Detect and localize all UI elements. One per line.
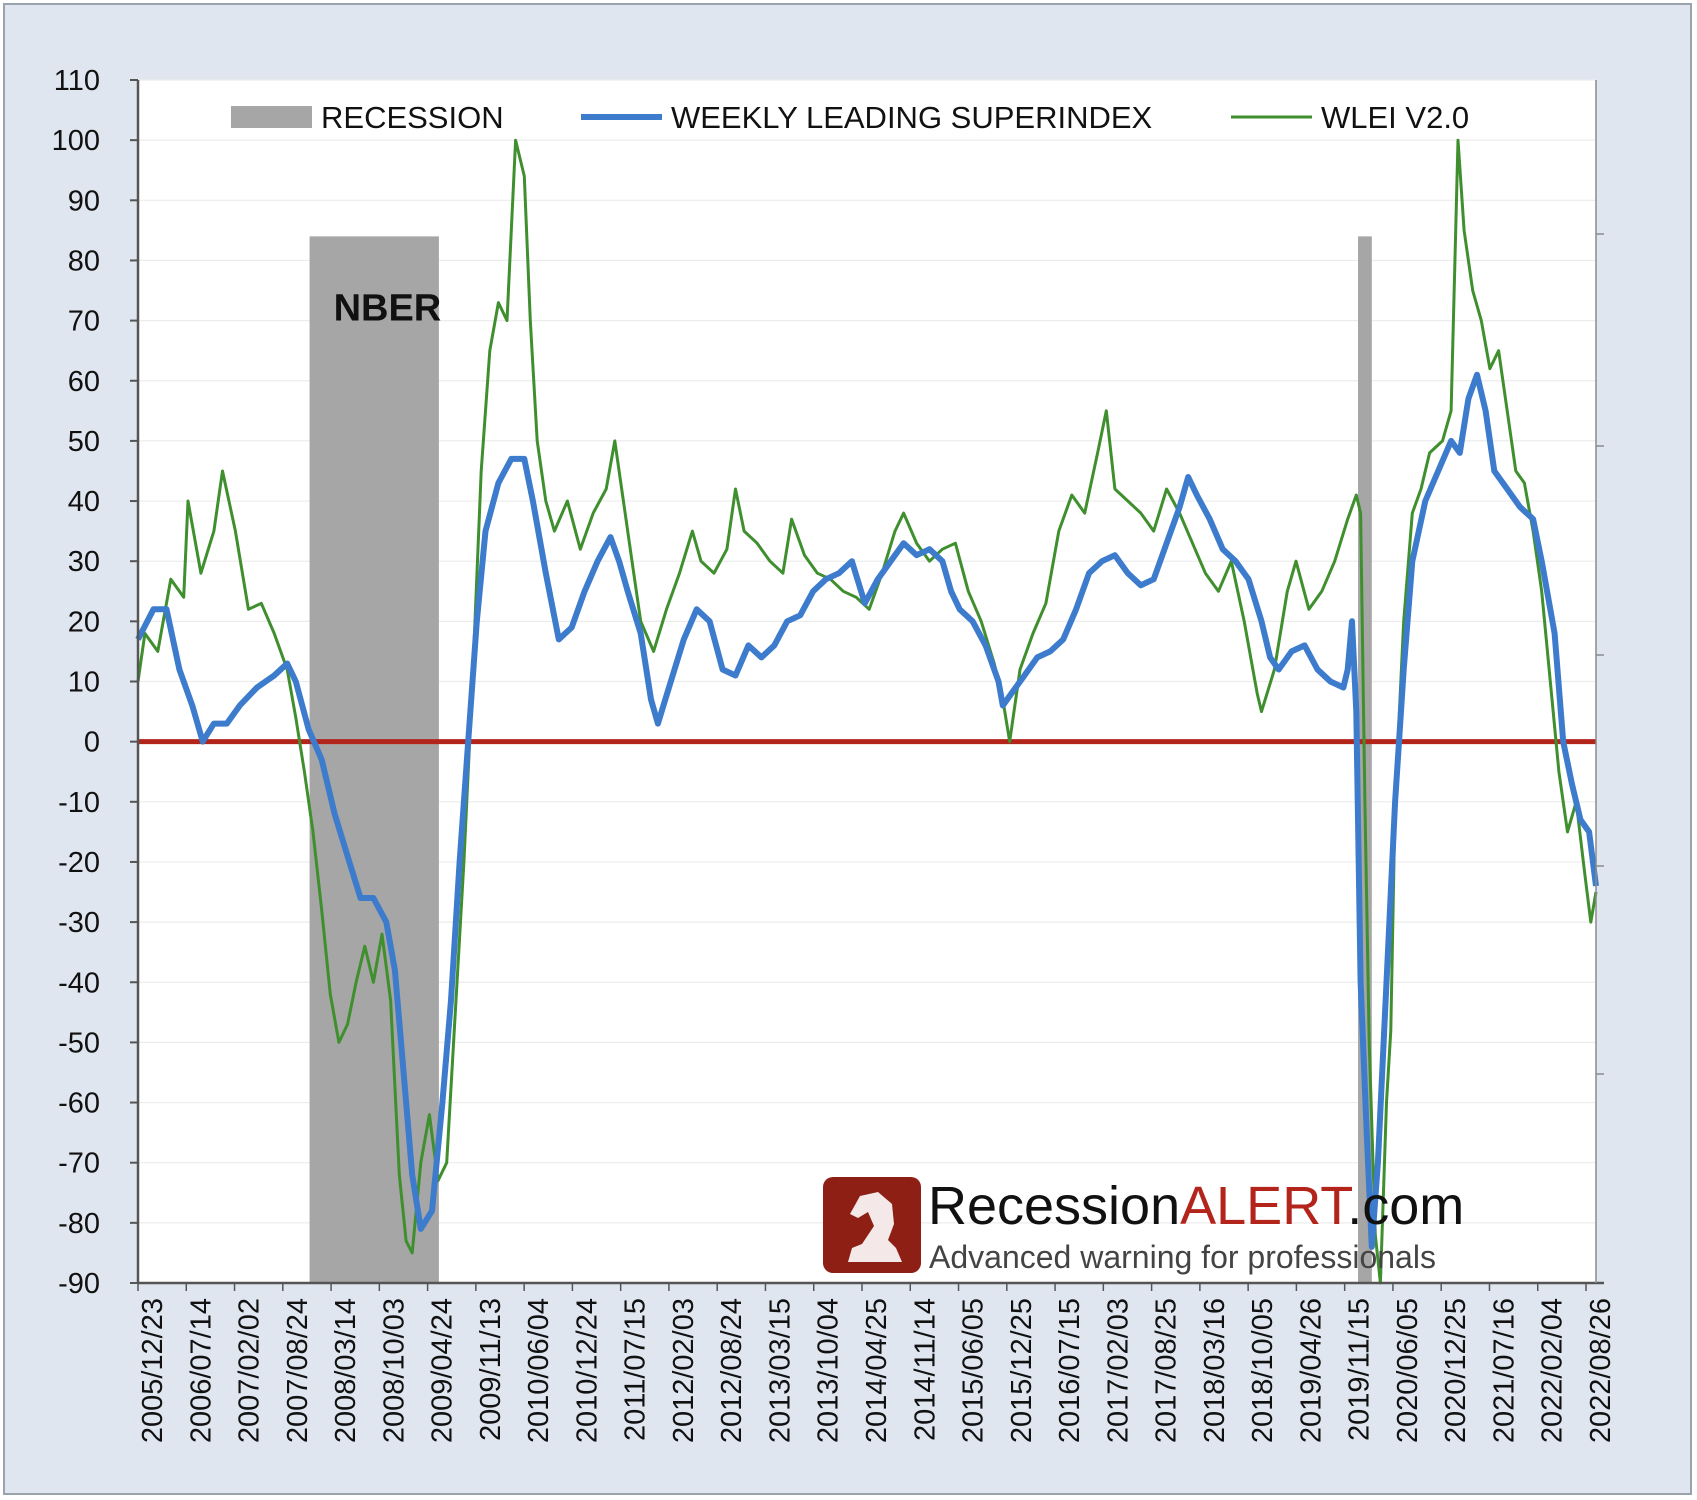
x-tick-label: 2015/06/05 (958, 1298, 990, 1443)
x-tick-label: 2015/12/25 (1006, 1298, 1038, 1443)
x-tick-label: 2017/02/03 (1102, 1298, 1134, 1443)
legend: RECESSION WEEKLY LEADING SUPERINDEX WLEI V… (231, 100, 1469, 135)
series-line-superindex (135, 371, 1599, 1250)
x-tick-label: 2007/02/02 (234, 1298, 266, 1443)
recession-band (309, 236, 439, 1283)
y-tick-label: 70 (68, 306, 100, 338)
y-tick-label: -90 (58, 1268, 100, 1300)
x-tick-label: 2010/06/04 (523, 1298, 555, 1443)
nber-label: NBER (334, 288, 442, 330)
y-tick-label: -50 (58, 1027, 100, 1059)
brand-name-part1: Recession (928, 1176, 1180, 1236)
x-tick-label: 2022/02/04 (1537, 1298, 1569, 1443)
x-tick-label: 2012/02/03 (668, 1298, 700, 1443)
y-tick-label: 10 (68, 667, 100, 699)
knight-logo-glyph (848, 1192, 902, 1262)
x-tick-label: 2013/10/04 (813, 1298, 845, 1443)
x-tick-label: 2019/04/26 (1295, 1298, 1327, 1443)
recession-bands: NBER (309, 236, 1372, 1283)
x-tick-label: 2019/11/15 (1344, 1298, 1376, 1441)
x-tick-label: 2018/10/05 (1247, 1298, 1279, 1443)
brand-name-part2: ALERT (1180, 1176, 1352, 1236)
legend-swatch-recession (231, 106, 312, 128)
x-tick-label: 2008/03/14 (330, 1298, 362, 1443)
x-tick-label: 2017/08/25 (1151, 1298, 1183, 1443)
series-lines (135, 138, 1599, 1285)
x-tick-label: 2011/07/15 (620, 1298, 652, 1441)
x-tick-label: 2009/11/13 (475, 1298, 507, 1441)
y-tick-label: 0 (84, 727, 100, 759)
legend-label: WEEKLY LEADING SUPERINDEX (671, 100, 1153, 135)
y-tick-label: 90 (68, 185, 100, 217)
y-tick-label: 50 (68, 426, 100, 458)
x-tick-label: 2020/06/05 (1392, 1298, 1424, 1443)
y-tick-label: -60 (58, 1088, 100, 1120)
y-tick-label: -20 (58, 847, 100, 879)
x-tick-label: 2016/07/15 (1054, 1298, 1086, 1443)
y-tick-label: -70 (58, 1148, 100, 1180)
brand-name-part3: .com (1347, 1176, 1464, 1236)
y-tick-label: 80 (68, 245, 100, 277)
knight-logo-icon (823, 1177, 921, 1273)
x-tick-label: 2018/03/16 (1199, 1298, 1231, 1443)
x-tick-label: 2010/12/24 (571, 1298, 603, 1443)
x-tick-label: 2014/11/14 (909, 1298, 941, 1441)
x-tick-label: 2007/08/24 (282, 1298, 314, 1443)
y-tick-label: 20 (68, 606, 100, 638)
y-tick-label: 100 (52, 125, 100, 157)
y-tick-label: -10 (58, 787, 100, 819)
x-tick-label: 2009/04/24 (427, 1298, 459, 1443)
x-tick-label: 2013/03/15 (764, 1298, 796, 1443)
y-tick-label: 30 (68, 546, 100, 578)
x-tick-label: 2012/08/24 (716, 1298, 748, 1443)
x-tick-label: 2022/08/26 (1585, 1298, 1617, 1443)
y-tick-label: 60 (68, 366, 100, 398)
brand-tagline: Advanced warning for professionals (929, 1239, 1436, 1275)
y-tick-label: 110 (54, 65, 100, 97)
x-axis-ticks: 2005/12/23 2006/07/14 2007/02/02 2007/08/24… (137, 1283, 1617, 1443)
x-tick-label: 2005/12/23 (137, 1298, 169, 1443)
x-tick-label: 2008/10/03 (378, 1298, 410, 1443)
brand-watermark: RecessionALERT.com Advanced warning for … (823, 1176, 1464, 1275)
y-tick-label: -30 (58, 907, 100, 939)
legend-label: WLEI V2.0 (1321, 100, 1469, 135)
x-tick-label: 2006/07/14 (185, 1298, 217, 1443)
legend-label: RECESSION (321, 100, 504, 135)
x-tick-label: 2020/12/25 (1440, 1298, 1472, 1443)
y-tick-label: -40 (58, 967, 100, 999)
svg-text:RecessionALERT.com: RecessionALERT.com (928, 1176, 1464, 1236)
x-tick-label: 2021/07/16 (1488, 1298, 1520, 1443)
y-axis-ticks: 1101009080706050403020100-10-20-30-40-50… (52, 65, 138, 1300)
x-tick-label: 2014/04/25 (861, 1298, 893, 1443)
y-tick-label: 40 (68, 486, 100, 518)
y-tick-label: -80 (58, 1208, 100, 1240)
